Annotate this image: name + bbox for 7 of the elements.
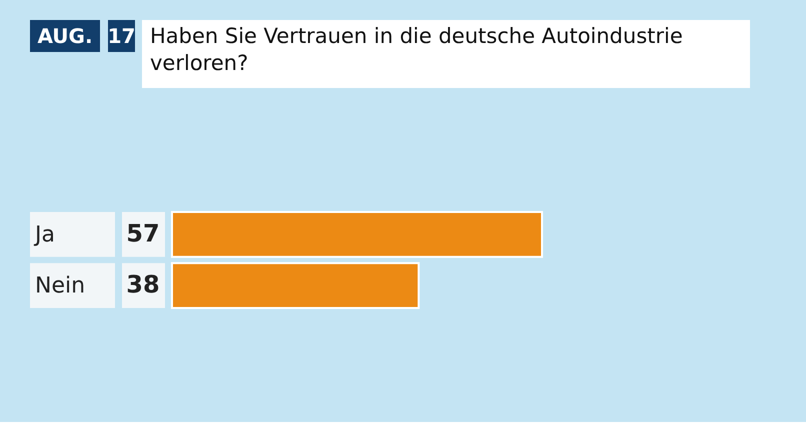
y-tick-label: Nein [35,274,86,299]
chart-title: Haben Sie Vertrauen in die deutsche Autoindustrie verloren? [150,24,683,75]
text: AUG. [37,24,93,48]
y-tick-label: Ja [33,222,55,248]
data-label: 57 [126,219,160,248]
data-label: 38 [126,270,160,299]
text: 17 [108,24,136,48]
